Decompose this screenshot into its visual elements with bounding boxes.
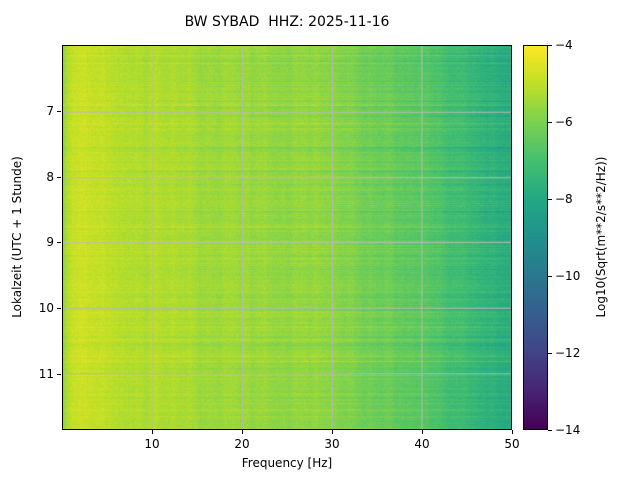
plot-title: BW SYBAD HHZ: 2025-11-16 (184, 14, 390, 30)
y-tick-label: 11 (38, 367, 54, 382)
y-tick-label: 7 (46, 103, 54, 118)
x-tick-label: 30 (324, 437, 340, 451)
y-tick-mark (57, 308, 61, 310)
x-tick-mark (152, 430, 153, 434)
colorbar (523, 45, 548, 430)
colorbar-tick-mark (548, 45, 552, 46)
colorbar-tick-mark (548, 430, 552, 431)
colorbar-tick-label: −6 (555, 115, 573, 129)
colorbar-tick-mark (548, 276, 552, 277)
y-tick-label: 10 (38, 301, 54, 316)
plot-area (62, 45, 512, 430)
x-tick-mark (422, 430, 423, 434)
x-tick-mark (242, 430, 243, 434)
spectrogram-canvas (63, 46, 511, 429)
y-tick-mark (57, 374, 61, 376)
colorbar-tick-label: −12 (555, 346, 581, 360)
colorbar-label: Log10(Sqrt(m**2/s**2/Hz)) (594, 156, 608, 318)
colorbar-tick-label: −8 (555, 192, 573, 206)
x-axis-label: Frequency [Hz] (241, 456, 333, 470)
colorbar-tick-mark (548, 353, 552, 354)
colorbar-canvas (524, 46, 547, 429)
y-tick-mark (57, 242, 61, 244)
y-tick-mark (57, 110, 61, 112)
colorbar-tick-label: −4 (555, 38, 573, 52)
x-tick-label: 50 (504, 437, 520, 451)
x-tick-mark (332, 430, 333, 434)
colorbar-tick-mark (548, 199, 552, 200)
colorbar-tick-label: −10 (555, 269, 581, 283)
x-tick-label: 10 (144, 437, 160, 451)
x-tick-label: 40 (414, 437, 430, 451)
x-tick-label: 20 (234, 437, 250, 451)
y-tick-label: 9 (46, 235, 54, 250)
y-tick-label: 8 (46, 169, 54, 184)
colorbar-tick-label: −14 (555, 423, 581, 437)
y-tick-mark (57, 176, 61, 178)
colorbar-tick-mark (548, 122, 552, 123)
x-tick-mark (512, 430, 513, 434)
